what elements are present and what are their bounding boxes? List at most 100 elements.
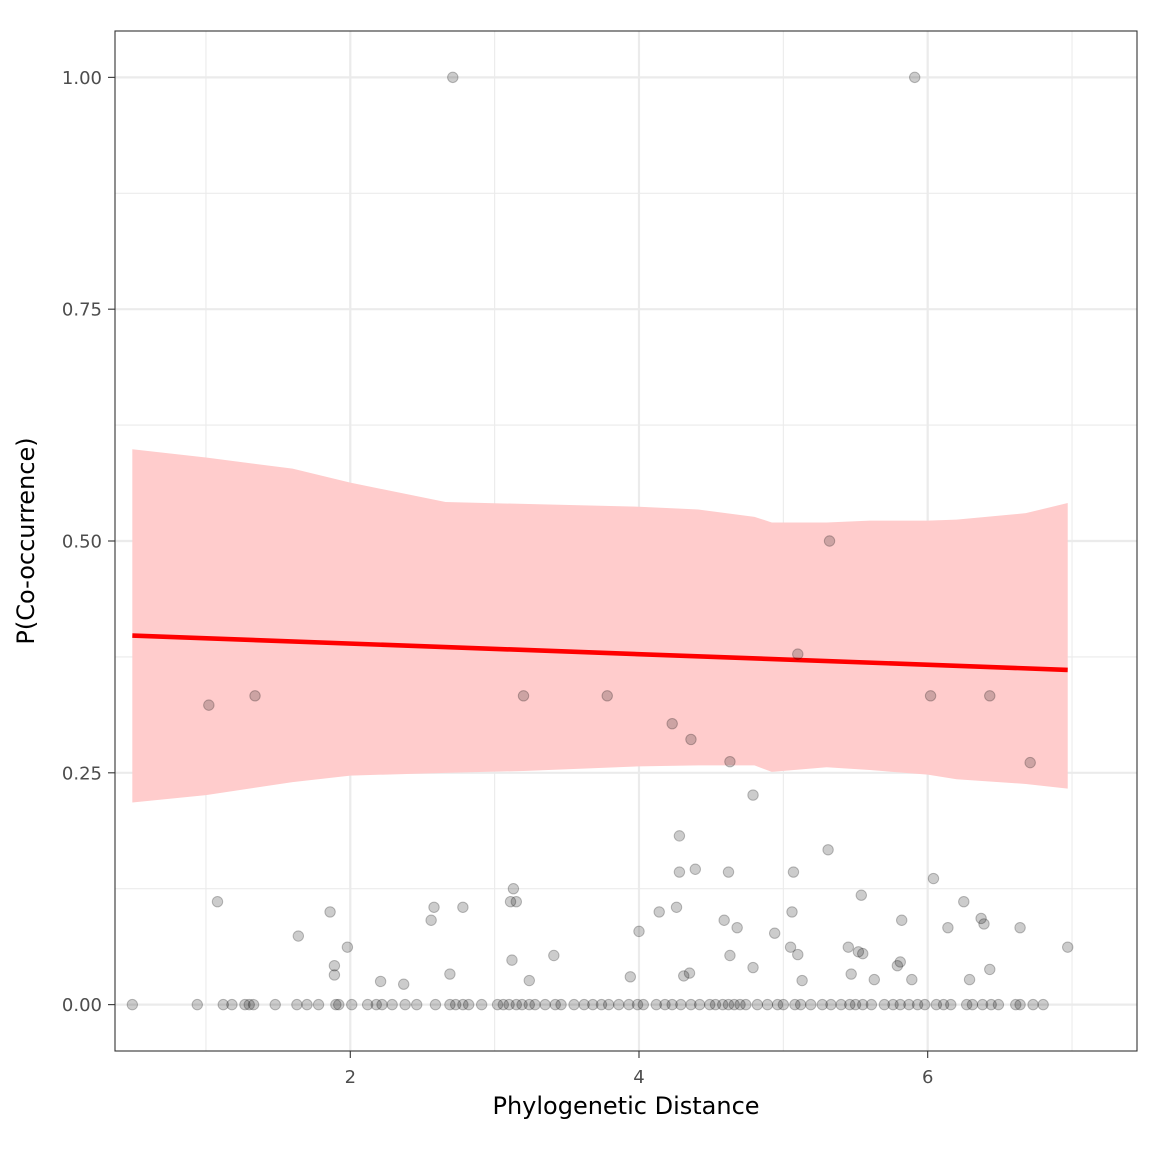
data-point: [747, 961, 759, 974]
data-point: [849, 998, 862, 1011]
data-point: [191, 998, 203, 1011]
data-point: [894, 956, 906, 968]
data-point: [857, 998, 869, 1011]
data-point: [523, 998, 535, 1011]
data-point: [751, 998, 764, 1011]
data-point: [992, 998, 1005, 1011]
data-point: [865, 998, 878, 1011]
data-point: [794, 998, 807, 1011]
data-point: [243, 998, 255, 1011]
data-point: [444, 998, 456, 1011]
data-point: [822, 844, 834, 856]
data-point: [693, 998, 706, 1011]
data-point: [503, 998, 515, 1011]
data-point: [517, 690, 530, 702]
data-point: [761, 998, 774, 1011]
data-point: [909, 71, 921, 84]
data-point: [978, 918, 990, 930]
data-point: [291, 998, 303, 1011]
data-point: [673, 830, 686, 842]
data-point: [670, 901, 683, 913]
data-point: [602, 998, 615, 1011]
data-point: [878, 998, 891, 1011]
data-point: [217, 998, 229, 1011]
data-point: [675, 998, 687, 1011]
x-tick-label: 6: [922, 1067, 933, 1088]
data-point: [587, 998, 599, 1011]
data-point: [624, 971, 637, 983]
data-point: [896, 914, 908, 926]
data-point: [835, 998, 847, 1011]
y-tick-label: 0.25: [62, 763, 102, 784]
data-point: [324, 906, 336, 918]
data-point: [633, 925, 645, 938]
data-point: [497, 998, 510, 1011]
data-point: [203, 699, 215, 711]
data-point: [666, 717, 678, 730]
data-point: [653, 906, 665, 918]
data-point: [722, 998, 735, 1011]
data-point: [924, 690, 937, 702]
data-point: [491, 998, 504, 1011]
data-point: [976, 998, 989, 1011]
data-point: [376, 998, 388, 1011]
data-point: [333, 998, 345, 1011]
data-point: [825, 998, 837, 1011]
y-tick-label: 0.75: [62, 300, 102, 321]
data-point: [506, 954, 518, 966]
data-point: [683, 967, 696, 979]
data-point: [1014, 998, 1026, 1011]
data-point: [370, 998, 382, 1011]
y-tick-label: 1.00: [62, 68, 102, 89]
data-point: [507, 883, 520, 895]
data-point: [226, 998, 238, 1011]
data-point: [239, 998, 251, 1011]
data-point: [718, 914, 730, 926]
data-point: [911, 998, 924, 1011]
data-point: [510, 998, 522, 1011]
data-point: [601, 690, 613, 702]
data-point: [555, 998, 567, 1011]
x-tick-label: 4: [633, 1067, 644, 1088]
data-point: [868, 973, 880, 986]
data-point: [447, 71, 459, 84]
data-point: [855, 889, 867, 901]
data-point: [887, 998, 899, 1011]
data-point: [673, 866, 686, 878]
data-point: [457, 998, 469, 1011]
data-point: [984, 690, 996, 702]
data-point: [328, 969, 341, 981]
data-point: [796, 974, 808, 987]
trend-line-layer: [132, 633, 1068, 673]
data-point: [548, 949, 560, 962]
data-point: [428, 901, 440, 913]
data-point: [1062, 941, 1074, 953]
data-point: [341, 941, 354, 953]
data-point: [844, 998, 856, 1011]
data-point: [685, 998, 697, 1011]
data-point: [510, 896, 522, 908]
data-point: [312, 998, 325, 1011]
data-point: [958, 896, 970, 908]
data-point: [659, 998, 671, 1011]
data-point: [894, 998, 906, 1011]
data-point: [919, 998, 931, 1011]
data-point: [613, 998, 625, 1011]
data-point: [1014, 921, 1026, 934]
data-point: [823, 535, 836, 547]
data-point: [631, 998, 644, 1011]
data-point: [903, 998, 915, 1011]
data-point: [637, 998, 650, 1011]
data-point: [1024, 756, 1036, 769]
confidence-band-layer: [132, 449, 1068, 803]
y-tick-label: 0.00: [62, 995, 102, 1016]
data-point: [963, 973, 976, 986]
data-point: [852, 946, 865, 958]
data-point: [842, 941, 854, 953]
data-point: [768, 927, 781, 939]
data-point: [975, 912, 987, 925]
data-point: [927, 872, 940, 885]
data-point: [539, 998, 551, 1011]
